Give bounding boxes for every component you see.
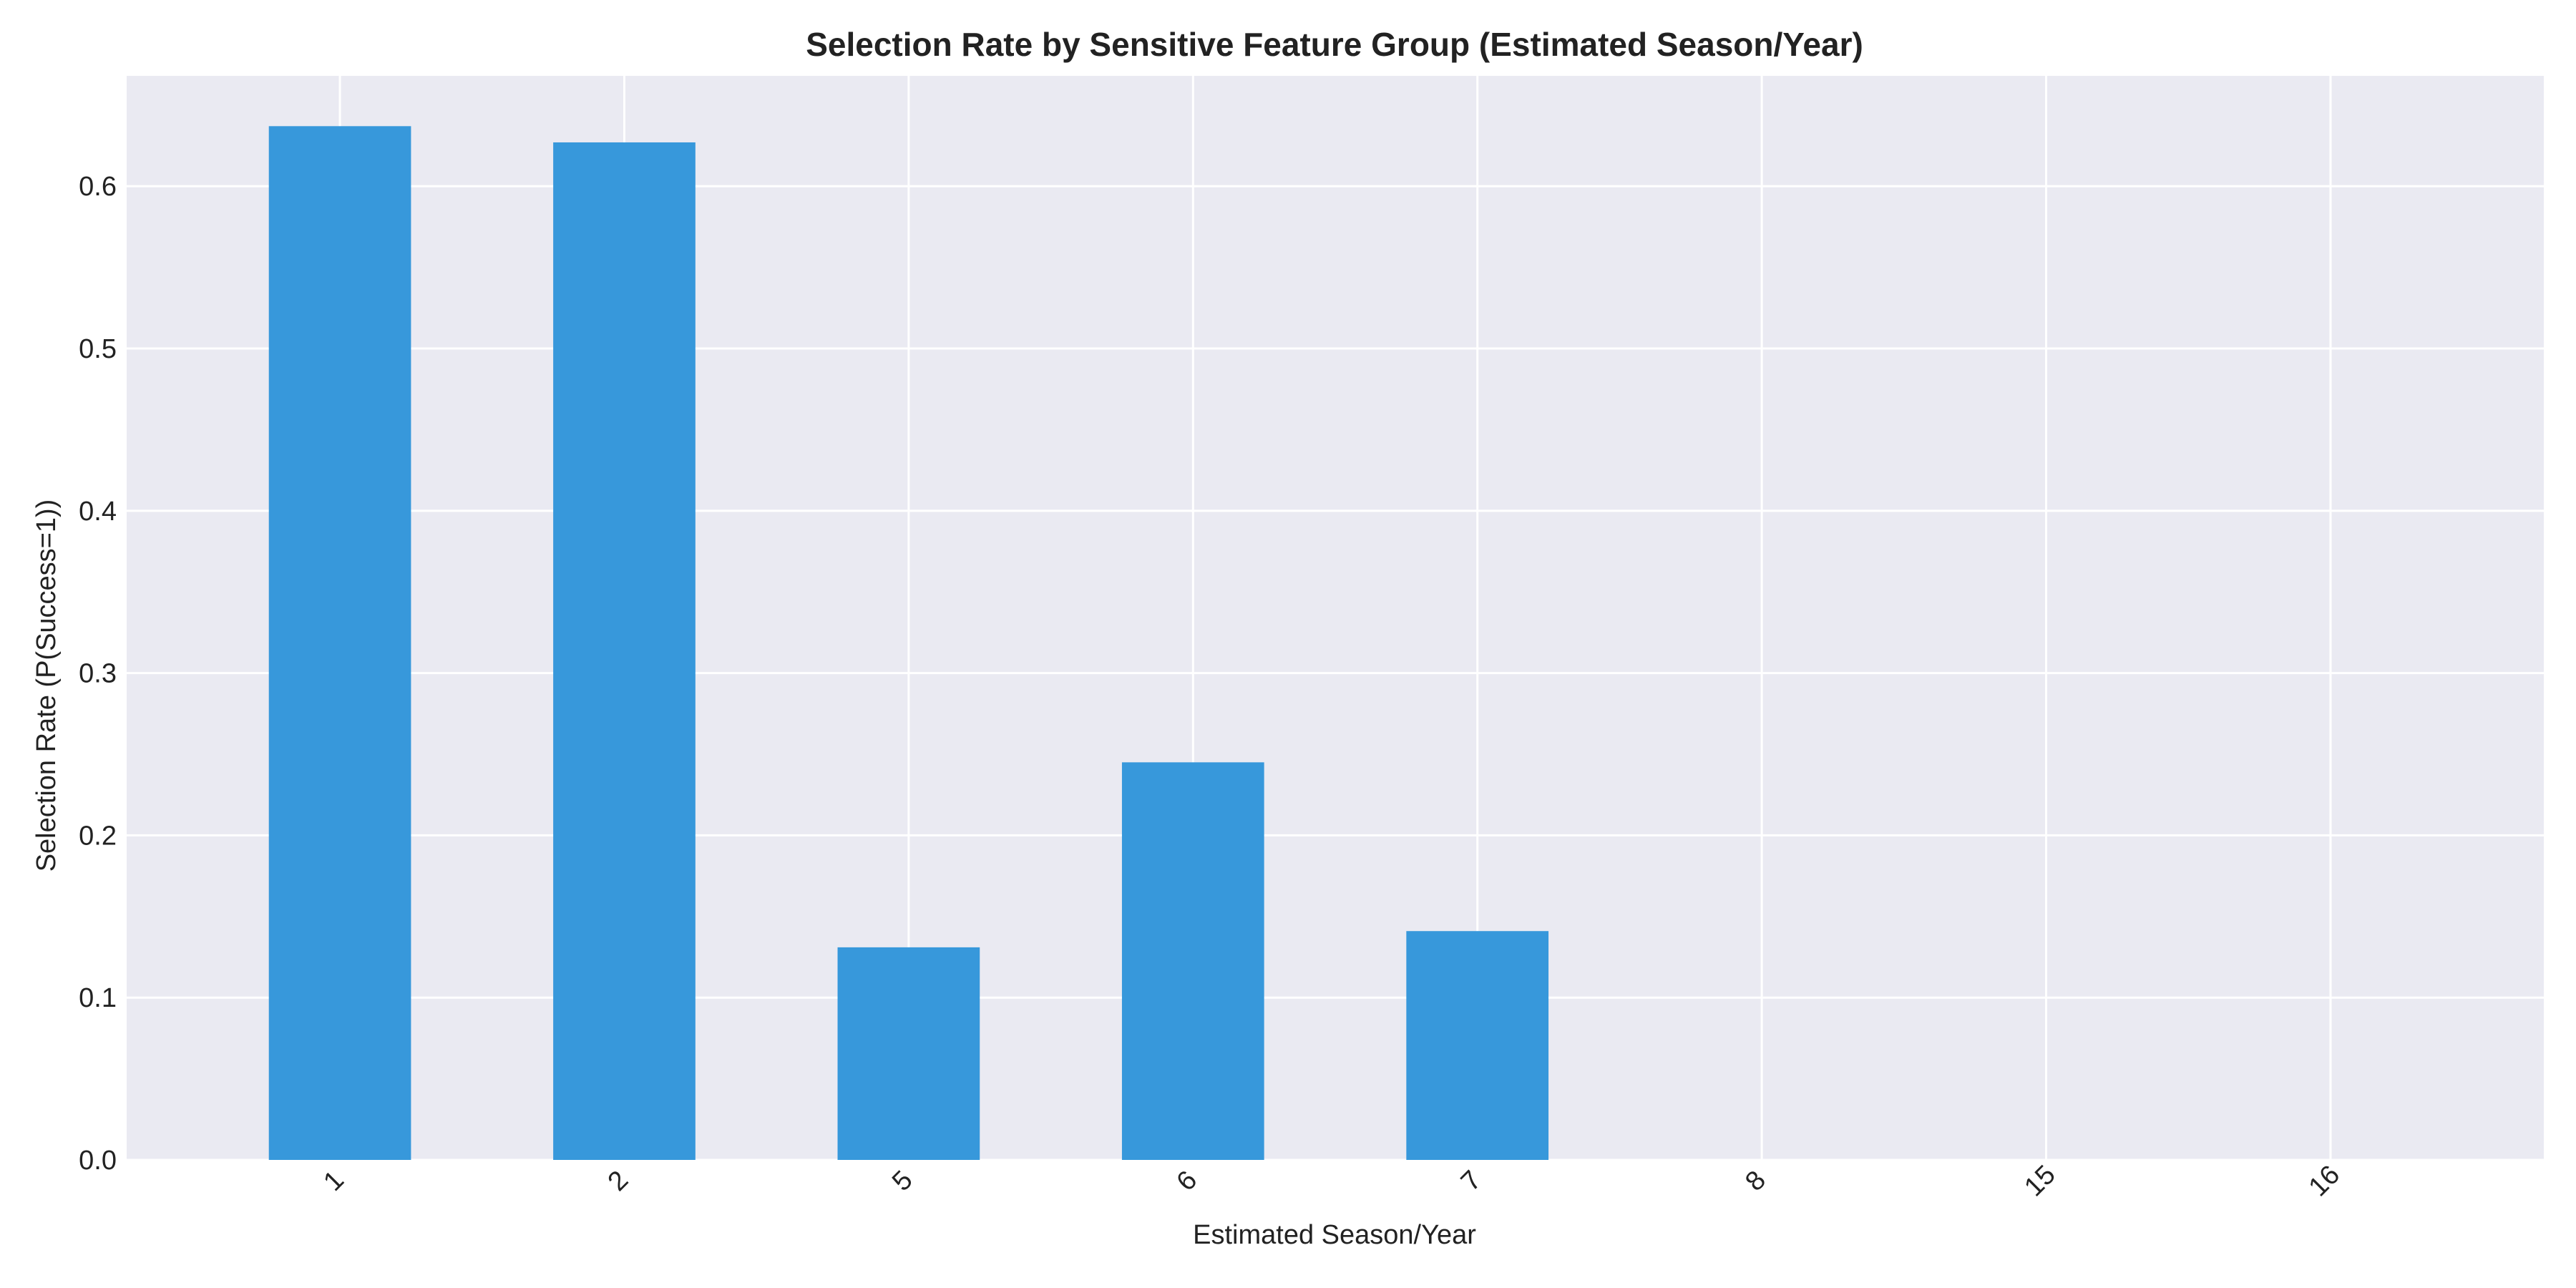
y-tick-label: 0.2 bbox=[79, 821, 117, 851]
y-axis-label: Selection Rate (P(Success=1)) bbox=[31, 499, 62, 872]
x-axis-ticks: 1 2 5 6 7 8 15 16 bbox=[318, 1160, 2346, 1203]
bar-1 bbox=[268, 126, 411, 1160]
y-tick-label: 0.0 bbox=[79, 1146, 117, 1176]
x-tick-label: 2 bbox=[602, 1165, 635, 1197]
y-tick-label: 0.5 bbox=[79, 334, 117, 364]
y-tick-label: 0.3 bbox=[79, 659, 117, 689]
plot-area bbox=[127, 76, 2544, 1160]
x-tick-label: 8 bbox=[1740, 1165, 1772, 1197]
y-tick-label: 0.1 bbox=[79, 983, 117, 1013]
bar-5 bbox=[837, 947, 980, 1160]
y-axis-ticks: 0.0 0.1 0.2 0.3 0.4 0.5 0.6 bbox=[79, 172, 117, 1176]
x-axis-label: Estimated Season/Year bbox=[1193, 1220, 1476, 1250]
x-tick-label: 15 bbox=[2019, 1160, 2062, 1203]
bar-6 bbox=[1121, 762, 1264, 1160]
x-tick-label: 5 bbox=[887, 1165, 919, 1197]
chart-title: Selection Rate by Sensitive Feature Grou… bbox=[806, 26, 1863, 63]
y-tick-label: 0.4 bbox=[79, 497, 117, 527]
bar-2 bbox=[553, 142, 696, 1160]
y-tick-label: 0.6 bbox=[79, 172, 117, 202]
bars bbox=[268, 126, 1549, 1160]
bar-7 bbox=[1406, 931, 1549, 1160]
x-tick-label: 6 bbox=[1171, 1165, 1203, 1197]
x-tick-label: 1 bbox=[318, 1165, 350, 1197]
x-tick-label: 16 bbox=[2303, 1160, 2346, 1203]
x-tick-label: 7 bbox=[1455, 1165, 1488, 1197]
